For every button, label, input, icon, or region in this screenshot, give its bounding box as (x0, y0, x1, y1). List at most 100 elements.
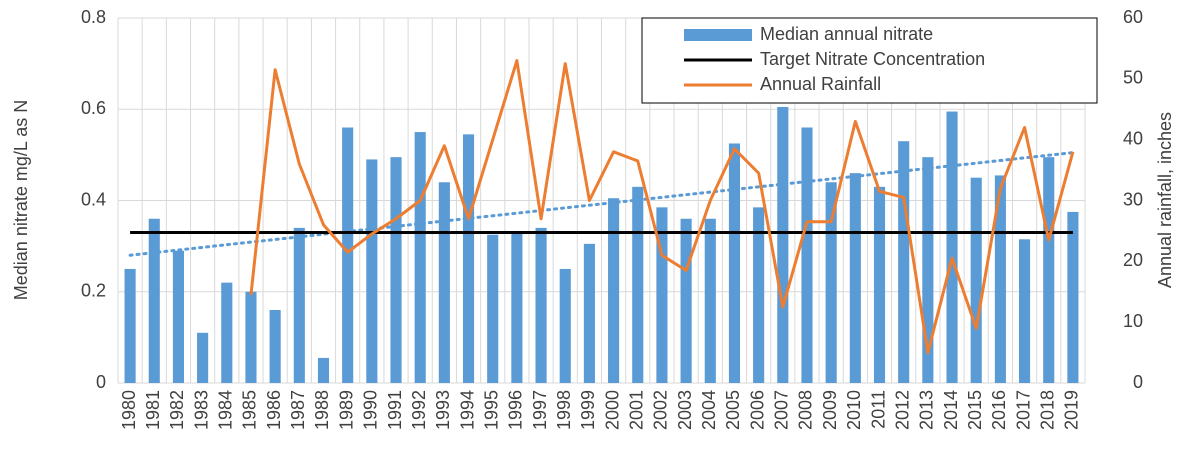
y-tick-label: 0 (96, 372, 106, 392)
bar (922, 157, 934, 383)
bar (535, 227, 547, 383)
bar (728, 143, 741, 383)
x-tick-label: 1989 (336, 390, 356, 430)
bar (704, 218, 716, 383)
legend-swatch (684, 29, 752, 41)
x-tick-label: 1990 (361, 390, 381, 430)
x-tick-label: 1997 (530, 390, 550, 430)
bar (124, 268, 136, 383)
bar (777, 106, 789, 383)
x-tick-label: 2016 (989, 390, 1009, 430)
x-tick-label: 2019 (1062, 390, 1082, 430)
bar (414, 132, 426, 383)
bar (559, 268, 571, 383)
bar (390, 157, 402, 383)
y2-tick-label: 10 (1123, 311, 1143, 331)
x-tick-label: 2017 (1013, 390, 1033, 430)
x-tick-label: 1992 (409, 390, 429, 430)
x-tick-label: 2014 (941, 390, 961, 430)
legend-label: Target Nitrate Concentration (760, 49, 985, 69)
bar (632, 186, 644, 383)
x-tick-label: 2015 (965, 390, 985, 430)
x-tick-label: 1993 (433, 390, 453, 430)
bar (753, 207, 765, 383)
x-tick-label: 1994 (457, 390, 477, 430)
y2-tick-label: 0 (1133, 372, 1143, 392)
legend-label: Annual Rainfall (760, 74, 881, 94)
x-tick-label: 1985 (240, 390, 260, 430)
x-tick-label: 2007 (772, 390, 792, 430)
x-tick-label: 1996 (506, 390, 526, 430)
bar (825, 182, 837, 383)
x-tick-label: 2004 (699, 390, 719, 430)
bar (898, 141, 910, 383)
bar (342, 127, 354, 383)
bar (462, 134, 475, 383)
x-tick-label: 1995 (481, 390, 501, 430)
bar (293, 227, 305, 383)
bar (583, 243, 595, 383)
x-tick-label: 1991 (385, 390, 405, 430)
x-tick-label: 1981 (143, 390, 163, 430)
y-tick-label: 0.2 (81, 281, 106, 301)
y2-tick-label: 40 (1123, 128, 1143, 148)
bar (801, 127, 813, 383)
x-tick-label: 2000 (602, 390, 622, 430)
x-tick-label: 1986 (264, 390, 284, 430)
bar (873, 186, 886, 383)
bar (608, 198, 620, 383)
x-tick-label: 2009 (820, 390, 840, 430)
bar (1043, 157, 1055, 383)
x-tick-label: 1988 (312, 390, 332, 430)
y2-tick-label: 30 (1123, 189, 1143, 209)
x-tick-label: 1980 (119, 390, 139, 430)
line-series (249, 59, 1075, 355)
bar (656, 207, 668, 383)
bar (172, 250, 184, 383)
x-tick-label: 1982 (167, 390, 187, 430)
y2-tick-label: 20 (1123, 250, 1143, 270)
bar (680, 218, 692, 383)
legend-label: Median annual nitrate (760, 24, 933, 44)
x-tick-label: 2011 (868, 390, 888, 429)
x-tick-label: 2005 (723, 390, 743, 430)
y2-tick-label: 50 (1123, 68, 1143, 88)
x-tick-label: 2003 (675, 390, 695, 430)
bar (946, 111, 958, 383)
bar (994, 175, 1006, 383)
bar (269, 310, 281, 383)
x-tick-label: 2013 (917, 390, 937, 430)
x-tick-label: 1999 (578, 390, 598, 430)
x-tick-label: 2008 (796, 390, 816, 430)
bar (317, 357, 330, 383)
x-tick-label: 1983 (191, 390, 211, 430)
bar (366, 159, 378, 383)
x-tick-label: 2006 (747, 390, 767, 430)
x-tick-label: 2001 (627, 390, 647, 430)
bar (849, 173, 861, 383)
x-tick-label: 1998 (554, 390, 574, 430)
bar (245, 291, 257, 383)
bar (148, 218, 160, 383)
x-tick-label: 1984 (216, 390, 236, 430)
bar (487, 234, 499, 383)
bar (438, 182, 450, 383)
y-tick-label: 0.4 (81, 189, 106, 209)
y2-tick-label: 60 (1123, 7, 1143, 27)
bar (1067, 211, 1079, 383)
bar (511, 232, 523, 383)
bar (970, 177, 982, 383)
x-tick-label: 1987 (288, 390, 308, 430)
x-tick-label: 2002 (651, 390, 671, 430)
legend: Median annual nitrate Target Nitrate Conc… (641, 17, 1098, 104)
y-axis-title: Median nitrate mg/L as N (11, 100, 31, 300)
x-tick-label: 2018 (1037, 390, 1057, 430)
y2-axis-title: Annual rainfall, inches (1155, 112, 1175, 288)
x-tick-label: 2010 (844, 390, 864, 430)
bar (221, 282, 233, 383)
bar (197, 332, 209, 383)
x-tick-label: 2012 (892, 390, 912, 430)
y-tick-label: 0.6 (81, 98, 106, 118)
bar (1019, 239, 1031, 383)
